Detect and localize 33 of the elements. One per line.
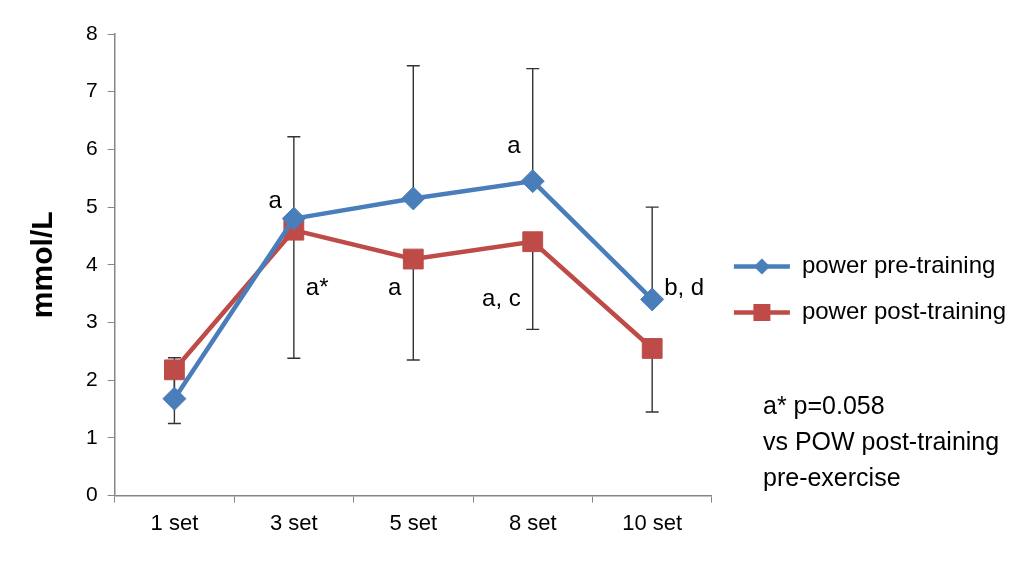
y-tick-label: 6: [85, 136, 98, 160]
annotation: a: [387, 272, 402, 300]
x-tick-label: 10 set: [622, 509, 683, 535]
y-axis-title: mmol/L: [25, 211, 59, 319]
point: [641, 338, 663, 359]
x-tick-label: 5 set: [389, 509, 438, 535]
y-tick-label: 8: [85, 20, 98, 44]
annotation: a, c: [482, 284, 521, 312]
point: [402, 248, 424, 270]
text: a* p=0.058 vs POW post-training pre-exercise: [763, 390, 1000, 493]
point: [164, 359, 185, 381]
point: [281, 206, 306, 231]
point: [640, 287, 665, 312]
point: [520, 169, 545, 194]
y-tick-label: 3: [85, 309, 98, 333]
annotation: a*: [305, 272, 329, 300]
y-tick-label: 5: [85, 193, 98, 217]
point: [162, 386, 187, 411]
annotation: b, d: [664, 272, 705, 300]
y-tick-label: 2: [85, 367, 98, 390]
y-tick-label: 0: [85, 482, 98, 506]
y-tick-label: 4: [85, 251, 98, 275]
legend-label: power post-training: [801, 297, 1006, 325]
y-tick-label: 7: [85, 78, 98, 102]
legend-label: power pre-training: [801, 251, 996, 279]
x-tick-label: 1 set: [150, 509, 199, 535]
x-tick-label: 3 set: [269, 509, 318, 535]
x-tick-label: 8 set: [508, 509, 557, 535]
y-tick-label: 1: [85, 424, 98, 448]
annotation: a: [507, 131, 522, 159]
point: [401, 186, 426, 211]
point: [522, 231, 544, 253]
annotation: a: [268, 185, 283, 213]
